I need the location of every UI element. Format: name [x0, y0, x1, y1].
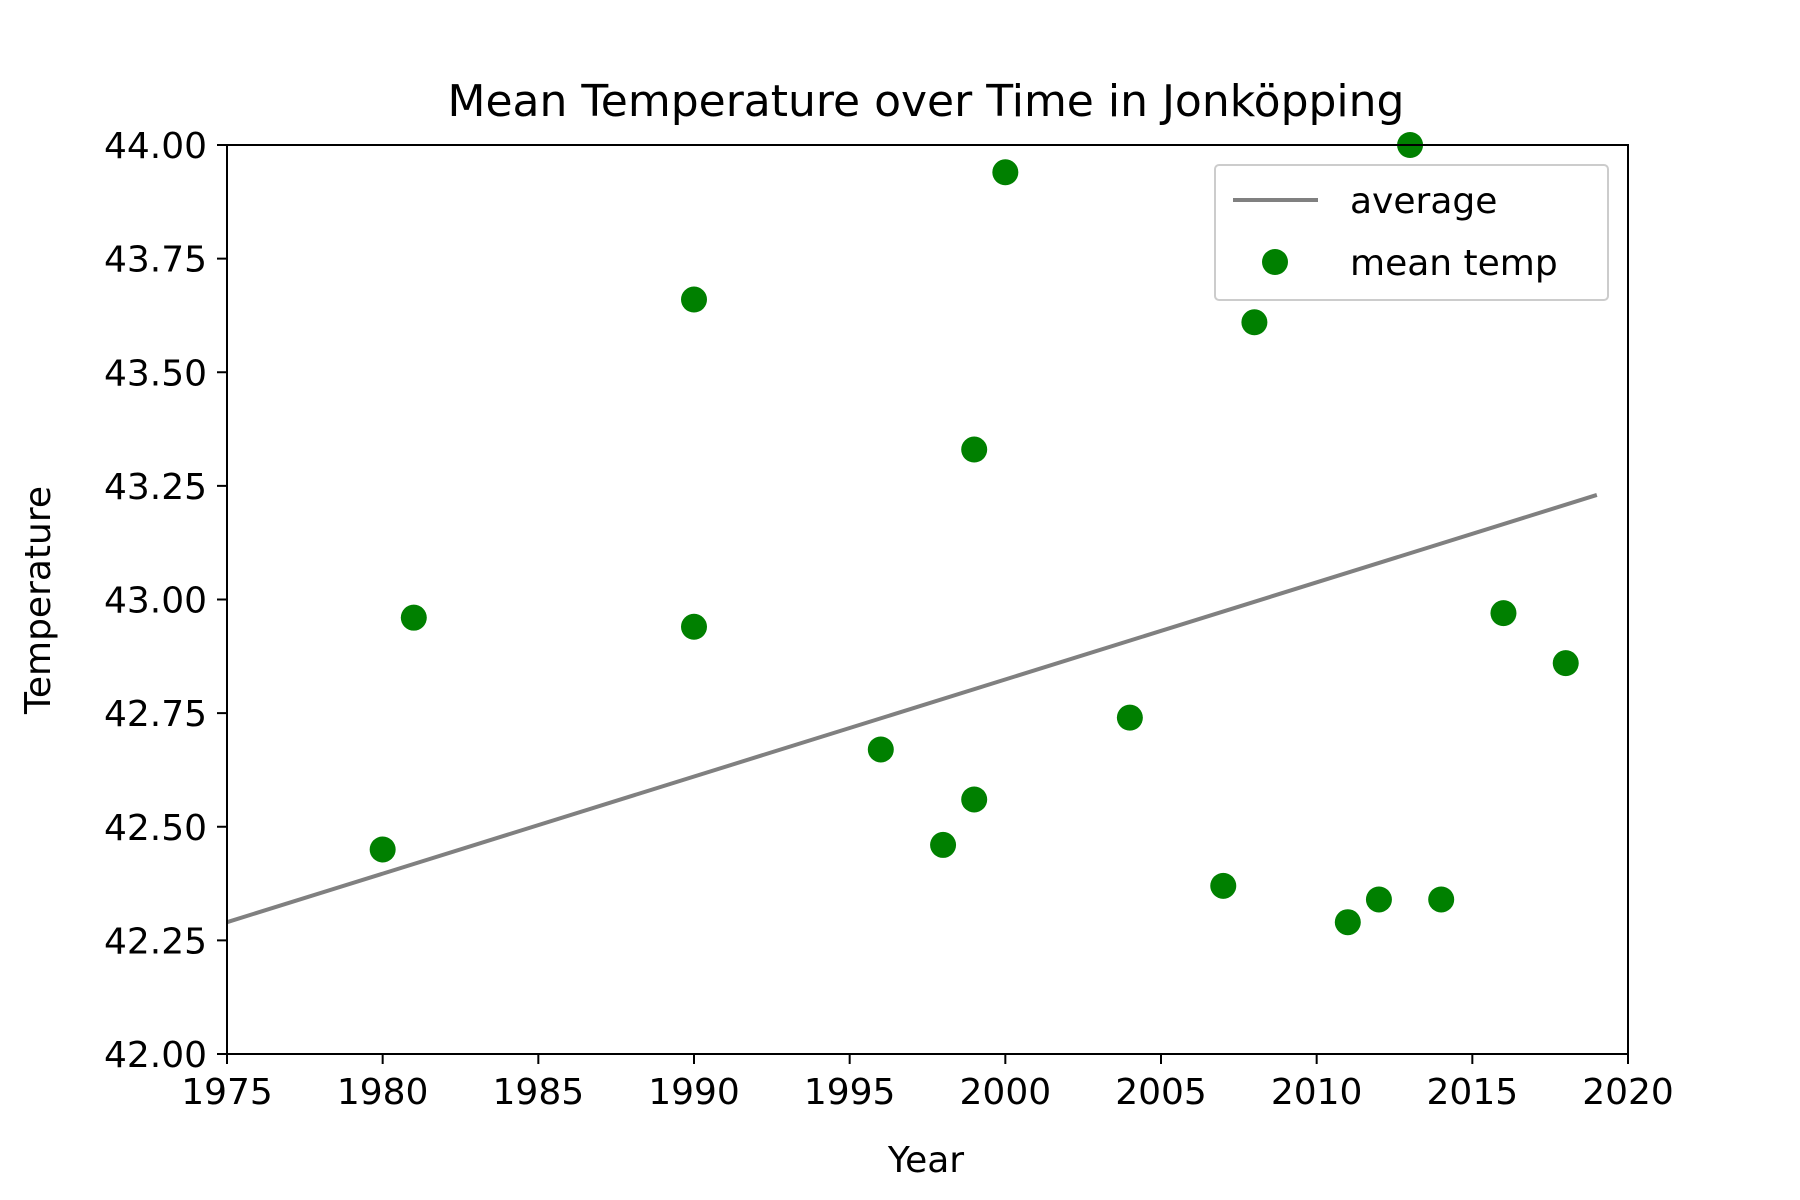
data-point	[867, 736, 894, 763]
y-tick-label: 43.75	[104, 240, 207, 281]
y-tick-label: 43.00	[104, 581, 207, 622]
x-axis-label: Year	[887, 1140, 964, 1181]
data-point	[1210, 872, 1237, 899]
y-axis-label: Temperature	[18, 486, 59, 715]
plot-area	[226, 132, 1598, 936]
data-point	[961, 786, 988, 813]
data-point	[1490, 600, 1517, 627]
data-point	[369, 836, 396, 863]
data-point	[1241, 309, 1268, 336]
data-point	[681, 286, 707, 313]
data-point	[1365, 886, 1392, 913]
data-point	[930, 831, 957, 858]
data-point	[1552, 650, 1579, 677]
chart-title: Mean Temperature over Time in Jonköpping	[448, 76, 1405, 127]
x-tick-label: 2000	[960, 1072, 1052, 1113]
y-tick-label: 44.00	[104, 126, 207, 167]
legend-marker-swatch	[1262, 249, 1288, 275]
y-tick-label: 42.50	[104, 808, 207, 849]
x-tick-label: 2015	[1427, 1072, 1519, 1113]
x-tick-label: 1980	[337, 1072, 429, 1113]
data-point	[681, 613, 707, 640]
y-tick-label: 42.75	[104, 694, 207, 735]
data-point	[1116, 704, 1143, 731]
legend: average mean temp	[1214, 164, 1609, 301]
y-tick-label: 42.25	[104, 921, 207, 962]
x-tick-label: 2010	[1271, 1072, 1363, 1113]
axes: 1975 1980 1985 1990 1995 2000 2005 2010 2015 2020…	[104, 126, 1674, 1113]
data-point	[961, 436, 988, 463]
data-point	[1428, 886, 1455, 913]
y-tick-label: 43.25	[104, 467, 207, 508]
x-tick-label: 2020	[1582, 1072, 1674, 1113]
y-tick-label: 43.50	[104, 353, 207, 394]
legend-label: average	[1350, 181, 1497, 222]
x-tick-label: 1985	[493, 1072, 585, 1113]
x-tick-label: 1975	[181, 1072, 273, 1113]
x-tick-label: 1995	[804, 1072, 896, 1113]
average-trend-line	[226, 493, 1598, 925]
y-tick-label: 42.00	[104, 1035, 207, 1076]
data-point	[400, 604, 427, 631]
x-tick-label: 1990	[648, 1072, 740, 1113]
x-tick-label: 2005	[1115, 1072, 1207, 1113]
data-point	[992, 159, 1019, 186]
data-point	[1334, 909, 1361, 936]
legend-label: mean temp	[1350, 243, 1558, 284]
